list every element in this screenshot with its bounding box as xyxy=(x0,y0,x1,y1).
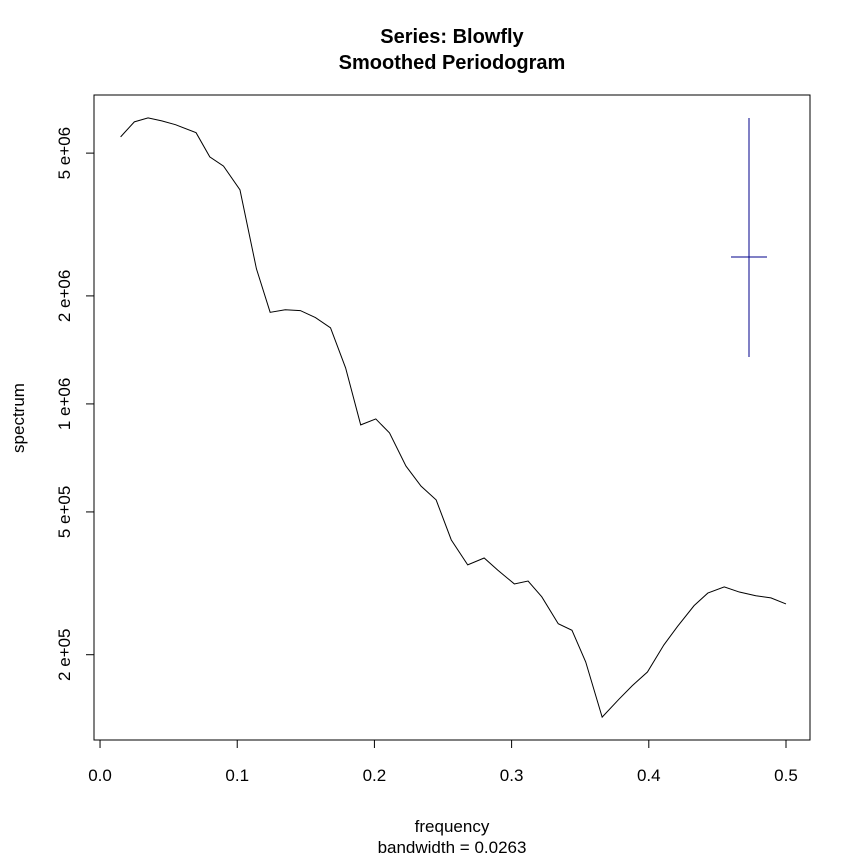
x-tick-label: 0.5 xyxy=(774,766,798,785)
x-tick-label: 0.4 xyxy=(637,766,661,785)
chart-title: Series: Blowfly xyxy=(380,26,524,48)
x-tick-label: 0.0 xyxy=(88,766,112,785)
y-tick-label: 2 e+05 xyxy=(55,628,74,680)
x-tick-label: 0.3 xyxy=(500,766,524,785)
y-tick-label: 5 e+06 xyxy=(55,127,74,179)
y-tick-label: 2 e+06 xyxy=(55,270,74,322)
y-tick-label: 1 e+06 xyxy=(55,378,74,430)
ci-cross xyxy=(731,118,767,357)
y-tick-label: 5 e+05 xyxy=(55,486,74,538)
x-axis-label: frequency xyxy=(415,817,490,836)
chart-subtitle: Smoothed Periodogram xyxy=(339,52,566,74)
x-tick-label: 0.1 xyxy=(225,766,249,785)
x-tick-label: 0.2 xyxy=(363,766,387,785)
y-axis-label: spectrum xyxy=(9,383,28,453)
x-axis-sublabel: bandwidth = 0.0263 xyxy=(378,838,527,857)
spectrum-line xyxy=(120,117,787,719)
